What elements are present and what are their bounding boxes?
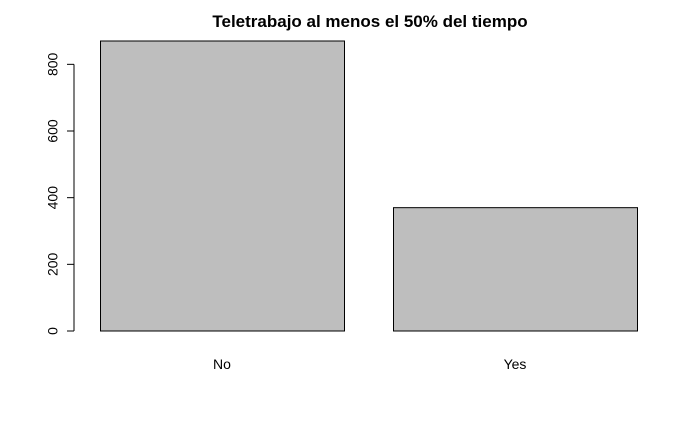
bar-no	[100, 40, 345, 332]
bars-group	[100, 40, 638, 332]
category-labels-group: No Yes	[213, 356, 526, 372]
category-label-yes: Yes	[504, 356, 527, 372]
y-tick-label: 600	[45, 119, 61, 143]
bar-yes	[393, 207, 638, 332]
chart-title: Teletrabajo al menos el 50% del tiempo	[212, 12, 527, 31]
y-axis: 0 200 400 600 800	[45, 52, 75, 335]
y-tick-label: 0	[45, 327, 61, 335]
category-label-no: No	[213, 356, 231, 372]
y-tick-label: 200	[45, 252, 61, 276]
y-tick-label: 400	[45, 186, 61, 210]
y-tick-label: 800	[45, 52, 61, 76]
